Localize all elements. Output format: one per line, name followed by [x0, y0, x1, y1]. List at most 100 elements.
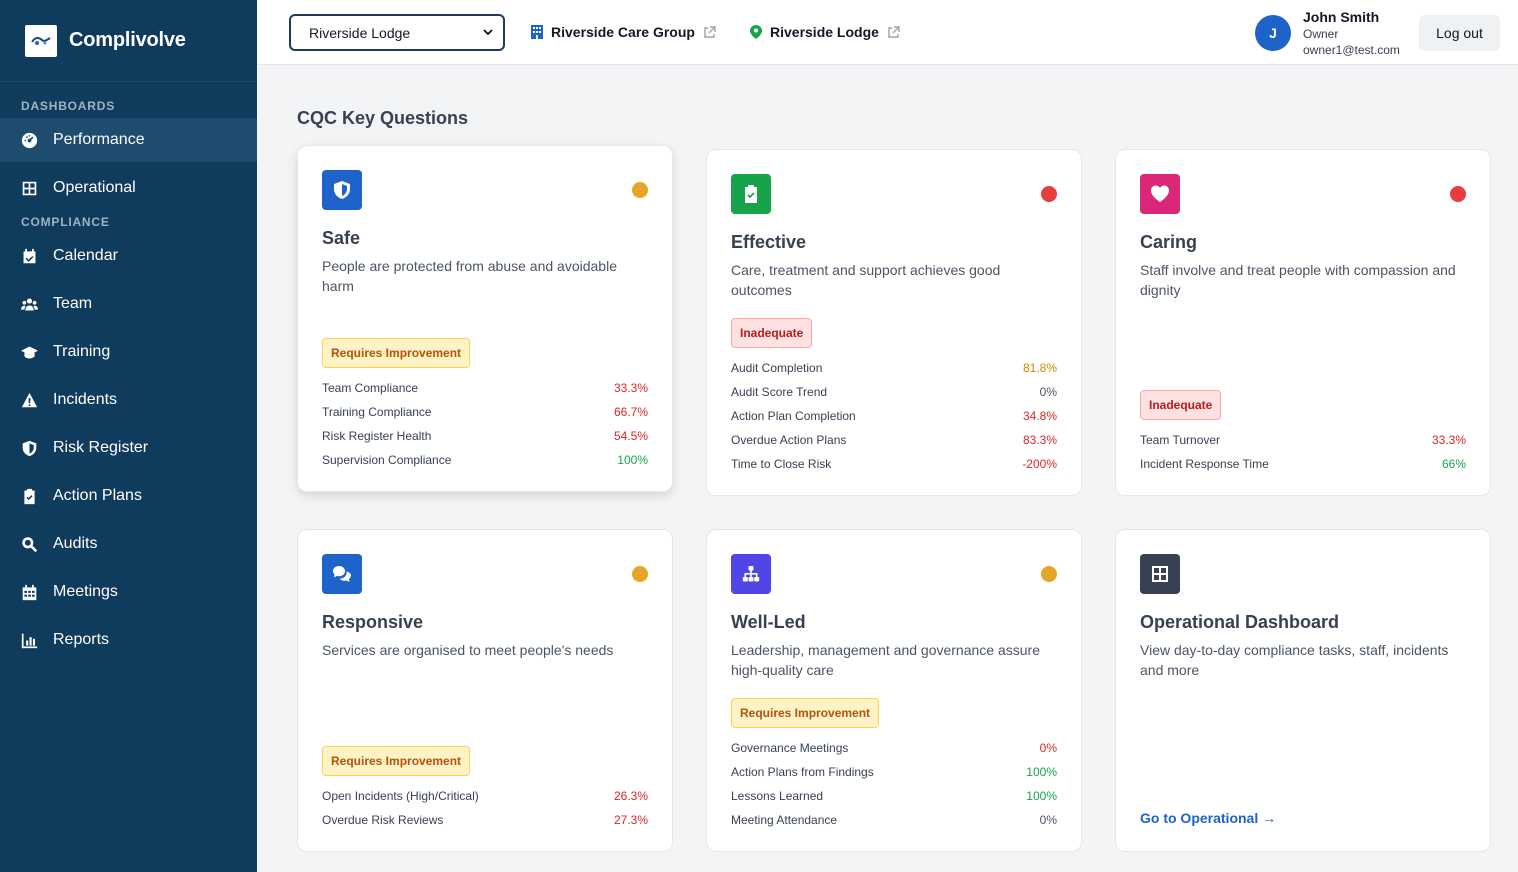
section-label-dashboards: DASHBOARDS	[21, 99, 116, 113]
metric-row: Overdue Risk Reviews 27.3%	[322, 808, 648, 832]
search-icon	[20, 535, 38, 553]
sidebar: Complivolve DASHBOARDS Performance Opera…	[0, 0, 257, 872]
sidebar-item-label: Risk Register	[53, 439, 149, 456]
metric-label: Audit Score Trend	[731, 385, 828, 399]
metric-row: Incident Response Time 66%	[1140, 452, 1466, 476]
metric-value: 33.3%	[613, 381, 648, 395]
metric-value: 81.8%	[1022, 361, 1057, 375]
sidebar-item-risk-register[interactable]: Risk Register	[0, 426, 257, 470]
brand[interactable]: Complivolve	[0, 0, 257, 82]
sitemap-icon	[731, 554, 771, 594]
metric-value: 33.3%	[1431, 433, 1466, 447]
sidebar-item-incidents[interactable]: Incidents	[0, 378, 257, 422]
metric-value: 0%	[1039, 741, 1057, 755]
sidebar-item-team[interactable]: Team	[0, 282, 257, 326]
page-title: CQC Key Questions	[297, 108, 469, 128]
metric-row: Audit Completion 81.8%	[731, 356, 1057, 380]
heart-icon	[1140, 174, 1180, 214]
location-select[interactable]: Riverside Lodge	[289, 14, 505, 51]
logout-button[interactable]: Log out	[1419, 15, 1500, 51]
sidebar-item-performance[interactable]: Performance	[0, 118, 257, 162]
sidebar-item-label: Training	[53, 343, 111, 360]
metric-value: 100%	[617, 453, 648, 467]
sidebar-item-reports[interactable]: Reports	[0, 618, 257, 662]
sidebar-item-calendar[interactable]: Calendar	[0, 234, 257, 278]
shield-icon	[20, 439, 38, 457]
calendar-grid-icon	[20, 583, 38, 601]
metric-row: Risk Register Health 54.5%	[322, 424, 648, 448]
sidebar-item-meetings[interactable]: Meetings	[0, 570, 257, 614]
status-dot	[632, 182, 648, 198]
go-to-operational-link[interactable]: Go to Operational →	[1140, 810, 1277, 826]
cqc-card-effective[interactable]: Effective Care, treatment and support ac…	[706, 149, 1082, 496]
user-role: Owner	[1303, 27, 1339, 41]
status-dot	[632, 566, 648, 582]
rating-badge: Requires Improvement	[322, 338, 471, 368]
metric-value: 26.3%	[613, 789, 648, 803]
metric-label: Team Compliance	[322, 381, 419, 395]
metric-label: Risk Register Health	[322, 429, 432, 443]
group-link[interactable]: Riverside Care Group	[531, 24, 716, 40]
metric-list: Audit Completion 81.8% Audit Score Trend 0…	[731, 356, 1057, 476]
metric-label: Action Plans from Findings	[731, 765, 874, 779]
sidebar-item-label: Reports	[53, 631, 110, 648]
metric-list: Team Compliance 33.3% Training Compliance…	[322, 376, 648, 472]
sidebar-item-label: Incidents	[53, 391, 118, 408]
metric-row: Meeting Attendance 0%	[731, 808, 1057, 832]
rating-badge: Requires Improvement	[731, 698, 880, 728]
card-description: Care, treatment and support achieves goo…	[731, 262, 1001, 298]
location-link-label: Riverside Lodge	[770, 24, 879, 40]
user-menu[interactable]: J John Smith Owner owner1@test.com	[1255, 9, 1400, 57]
card-title: Well-Led	[731, 612, 806, 632]
sidebar-item-action-plans[interactable]: Action Plans	[0, 474, 257, 518]
sidebar-item-operational[interactable]: Operational	[0, 166, 257, 210]
rating-badge: Inadequate	[1140, 390, 1222, 420]
grid-icon	[1140, 554, 1180, 594]
metric-row: Time to Close Risk -200%	[731, 452, 1057, 476]
sidebar-item-label: Audits	[53, 535, 98, 552]
metric-list: Open Incidents (High/Critical) 26.3% Over…	[322, 784, 648, 832]
cqc-card-responsive[interactable]: Responsive Services are organised to mee…	[297, 529, 673, 852]
metric-row: Action Plan Completion 34.8%	[731, 404, 1057, 428]
sidebar-item-audits[interactable]: Audits	[0, 522, 257, 566]
cqc-card-safe[interactable]: Safe People are protected from abuse and…	[297, 145, 673, 492]
metric-label: Time to Close Risk	[731, 457, 832, 471]
comments-icon	[322, 554, 362, 594]
metric-label: Supervision Compliance	[322, 453, 452, 467]
metric-value: 66.7%	[613, 405, 648, 419]
cqc-card-caring[interactable]: Caring Staff involve and treat people wi…	[1115, 149, 1491, 496]
chevron-down-icon	[483, 27, 493, 39]
cqc-card-well-led[interactable]: Well-Led Leadership, management and gove…	[706, 529, 1082, 852]
metric-row: Team Turnover 33.3%	[1140, 428, 1466, 452]
metric-row: Supervision Compliance 100%	[322, 448, 648, 472]
metric-label: Audit Completion	[731, 361, 823, 375]
external-link-icon	[887, 25, 900, 39]
metric-label: Governance Meetings	[731, 741, 849, 755]
gauge-icon	[20, 131, 38, 149]
card-description: Services are organised to meet people's …	[322, 642, 614, 658]
external-link-icon	[703, 25, 716, 39]
section-label-compliance: COMPLIANCE	[21, 215, 110, 229]
graduation-cap-icon	[20, 343, 38, 361]
shield-icon	[322, 170, 362, 210]
metric-row: Open Incidents (High/Critical) 26.3%	[322, 784, 648, 808]
metric-value: 100%	[1026, 765, 1057, 779]
metric-label: Overdue Risk Reviews	[322, 813, 444, 827]
sidebar-item-label: Performance	[53, 131, 145, 148]
topbar: Riverside Lodge Riverside Care Group Riv…	[257, 0, 1518, 65]
operational-dashboard-card[interactable]: Operational Dashboard View day-to-day co…	[1115, 529, 1491, 852]
location-link[interactable]: Riverside Lodge	[750, 24, 900, 40]
grid-icon	[20, 179, 38, 197]
avatar: J	[1255, 15, 1291, 51]
metric-list: Team Turnover 33.3% Incident Response Tim…	[1140, 428, 1466, 476]
sidebar-item-training[interactable]: Training	[0, 330, 257, 374]
metric-value: 0%	[1039, 813, 1057, 827]
user-email: owner1@test.com	[1303, 43, 1400, 57]
metric-row: Governance Meetings 0%	[731, 736, 1057, 760]
metric-value: 66%	[1441, 457, 1466, 471]
metric-value: 34.8%	[1022, 409, 1057, 423]
rating-badge: Inadequate	[731, 318, 813, 348]
sidebar-item-label: Meetings	[53, 583, 118, 600]
map-pin-icon	[750, 25, 762, 39]
card-title: Operational Dashboard	[1140, 612, 1340, 632]
